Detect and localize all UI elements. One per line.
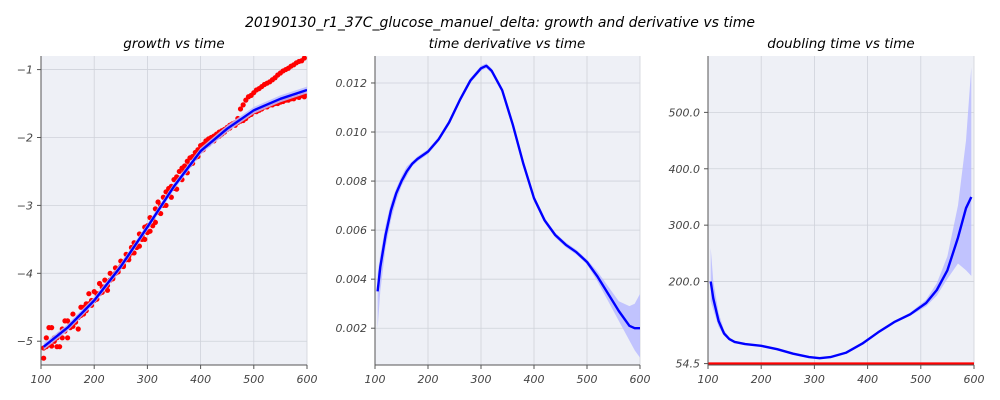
growth-data-point [43,335,49,341]
derivative-ytick-label: 0.010 [336,126,368,139]
growth-xtick-label: 500 [243,373,264,386]
derivative-xtick-label: 100 [365,373,386,386]
derivative-panel: time derivative vs time 100 200 300 400 500 6… [336,36,651,386]
growth-data-point [158,210,164,217]
growth-data-point [65,335,71,341]
growth-ytick-label: −5 [17,335,33,348]
doubling-time-ytick-label: 54.5 [676,358,701,371]
growth-ytick-label: −3 [17,199,33,212]
figure-title: 20190130_r1_37C_glucose_manuel_delta: gr… [245,15,755,31]
growth-data-point [49,325,55,331]
doubling-time-series-group [708,67,974,365]
growth-xtick-label: 600 [297,373,318,386]
doubling-time-panel-title: doubling time vs time [767,36,914,52]
derivative-ytick-label: 0.004 [336,273,368,286]
doubling-time-xtick-label: 100 [698,373,719,386]
growth-data-point [237,106,244,112]
growth-xtick-label: 200 [84,373,105,386]
doubling-time-xtick-label: 400 [857,373,878,386]
doubling-time-ytick-label: 500.0 [669,106,701,119]
growth-confidence-band [43,86,307,351]
growth-ytick-label: −2 [17,131,33,144]
growth-xtick-label: 400 [190,373,211,386]
doubling-time-xtick-label: 300 [804,373,825,386]
growth-data-point [86,291,92,297]
growth-xtick-label: 300 [137,373,158,386]
growth-series-group [41,56,307,361]
derivative-ytick-label: 0.012 [336,77,368,90]
growth-data-point [163,202,169,209]
derivative-xtick-label: 600 [630,373,651,386]
derivative-fit-line [376,64,640,330]
growth-data-point [147,228,153,234]
growth-data-point [54,344,60,350]
derivative-xtick-label: 200 [418,373,439,386]
growth-data-point [136,243,143,249]
derivative-ytick-label: 0.008 [336,175,368,188]
growth-ytick-label: −1 [17,64,33,77]
doubling-time-ytick-label: 400.0 [669,163,701,176]
doubling-time-plot-area [708,56,974,365]
doubling-time-ytick-label: 300.0 [669,219,701,232]
growth-data-point [75,326,81,332]
doubling-time-panel: doubling time vs time 100 200 300 400 500 600… [669,36,985,386]
growth-data-point [301,94,307,100]
growth-xtick-label: 100 [31,373,52,386]
growth-panel-title: growth vs time [123,36,224,52]
doubling-time-xtick-label: 200 [751,373,772,386]
growth-data-point [102,277,108,283]
growth-data-point [70,311,76,317]
doubling-time-xtick-label: 600 [964,373,985,386]
growth-data-point [41,355,47,361]
growth-fit-line [42,88,307,348]
growth-data-point [301,56,307,61]
derivative-ytick-label: 0.006 [336,224,368,237]
derivative-xtick-label: 300 [471,373,492,386]
growth-panel: growth vs time 100 200 300 400 500 600 −5 −4 −3 −… [17,36,318,386]
derivative-xtick-label: 500 [577,373,598,386]
growth-data-point [240,102,246,108]
doubling-time-fit-line [709,196,973,360]
derivative-series-group [376,63,640,358]
derivative-xtick-label: 400 [524,373,545,386]
growth-data-point [142,236,148,242]
doubling-time-xtick-label: 500 [910,373,931,386]
derivative-ytick-label: 0.002 [336,322,368,335]
doubling-time-ytick-label: 200.0 [669,276,701,289]
derivative-plot-area [375,56,640,365]
growth-ytick-label: −4 [17,267,33,280]
growth-data-point [168,194,174,200]
growth-data-point [152,219,158,225]
derivative-panel-title: time derivative vs time [429,36,586,52]
